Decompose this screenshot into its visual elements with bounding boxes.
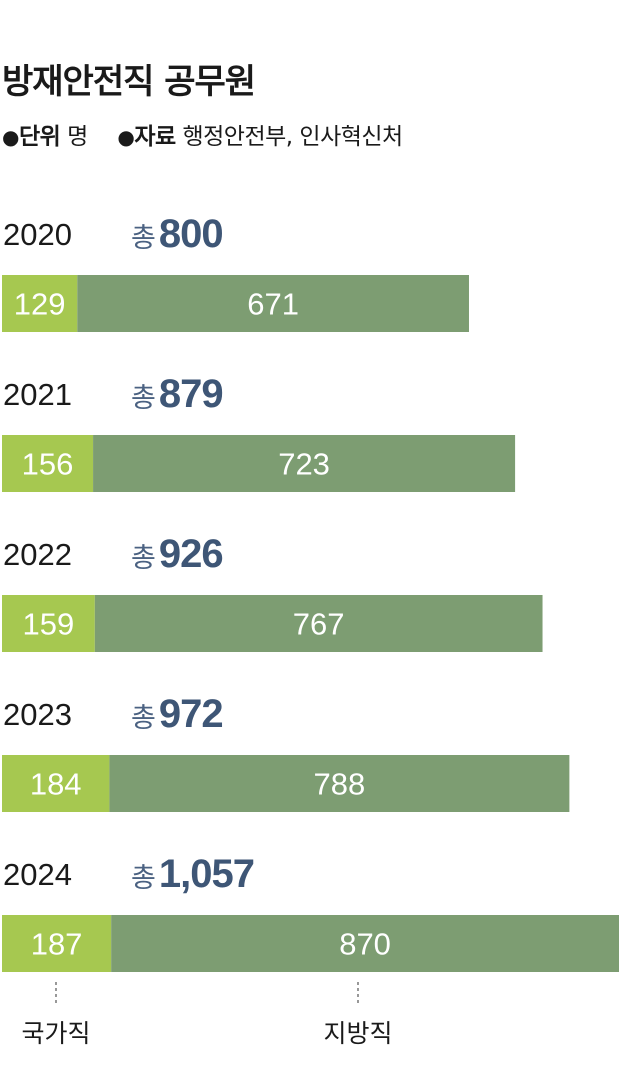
bar-value-local: 671 [247, 287, 299, 322]
total-value: 800 [159, 212, 223, 256]
total-prefix: 총 [131, 383, 156, 414]
bar-value-local: 723 [278, 447, 330, 482]
legend-label-local: 지방직 [323, 1019, 392, 1048]
source-bullet-icon: ● [117, 125, 135, 149]
bar-segment-local [93, 435, 516, 492]
total-value: 926 [159, 532, 223, 576]
bar-value-national: 184 [30, 767, 82, 802]
total-label: 총926 [131, 532, 223, 576]
bar-value-local: 788 [314, 767, 366, 802]
bar-value-local: 870 [339, 927, 391, 962]
total-value: 1,057 [159, 852, 254, 896]
total-prefix: 총 [131, 863, 156, 894]
year-label: 2022 [3, 537, 72, 572]
bar-segment-national [2, 435, 94, 492]
legend-label-national: 국가직 [21, 1019, 90, 1048]
bar-value-national: 159 [23, 607, 75, 642]
total-value: 879 [159, 372, 223, 416]
bar-segment-local [94, 595, 543, 652]
year-label: 2020 [3, 217, 72, 252]
unit-value: 명 [67, 124, 88, 150]
bar-segment-local [77, 275, 469, 332]
bar-value-local: 767 [293, 607, 345, 642]
bar-segment-local [111, 915, 620, 972]
source-value: 행정안전부, 인사혁신처 [182, 124, 403, 150]
bar-value-national: 156 [22, 447, 74, 482]
bar-segment-national [2, 915, 112, 972]
total-value: 972 [159, 692, 223, 736]
bar-value-national: 129 [14, 287, 66, 322]
total-prefix: 총 [131, 703, 156, 734]
total-label: 총972 [131, 692, 223, 736]
bar-segment-national [2, 275, 78, 332]
unit-key: 단위 [18, 124, 61, 150]
chart-title: 방재안전직 공무원 [2, 62, 256, 102]
bar-value-national: 187 [31, 927, 83, 962]
bar-segment-national [2, 755, 110, 812]
bar-segment-national [2, 595, 95, 652]
source-key: 자료 [134, 124, 176, 150]
unit-bullet-icon: ● [2, 125, 19, 149]
chart-meta: ●단위 명 ●자료 행정안전부, 인사혁신처 [2, 120, 403, 154]
year-label: 2023 [3, 697, 72, 732]
total-label: 총1,057 [131, 852, 254, 896]
total-prefix: 총 [131, 223, 156, 254]
total-label: 총879 [131, 372, 223, 416]
total-prefix: 총 [131, 543, 156, 574]
year-label: 2024 [3, 857, 72, 892]
total-label: 총800 [131, 212, 223, 256]
year-label: 2021 [3, 377, 72, 412]
bar-segment-local [109, 755, 570, 812]
